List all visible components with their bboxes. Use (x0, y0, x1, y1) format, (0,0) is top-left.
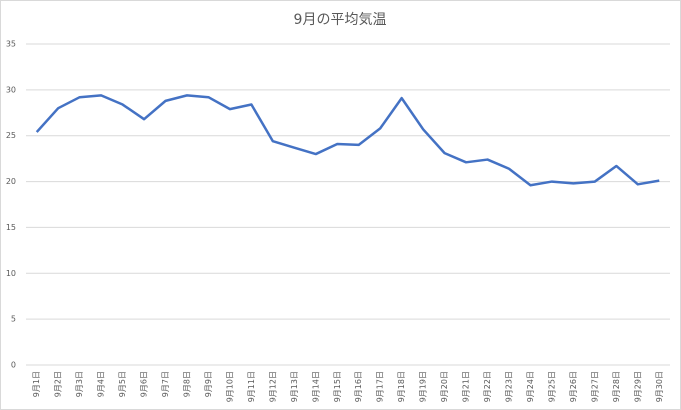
x-tick-label: 9月16日 (354, 371, 363, 402)
x-tick-label: 9月22日 (483, 371, 492, 402)
x-tick-label: 9月11日 (247, 371, 256, 402)
x-tick-label: 9月23日 (505, 371, 514, 402)
y-tick-label: 10 (6, 269, 16, 278)
x-tick-label: 9月4日 (97, 371, 106, 397)
x-tick-label: 9月30日 (655, 371, 664, 402)
x-tick-label: 9月6日 (140, 371, 149, 397)
x-tick-label: 9月9日 (204, 371, 213, 397)
line (35, 94, 660, 187)
y-tick-label: 25 (6, 131, 16, 140)
x-tick-label: 9月17日 (376, 371, 385, 402)
x-tick-label: 9月1日 (32, 371, 41, 397)
x-tick-label: 9月12日 (268, 371, 277, 402)
x-tick-label: 9月5日 (118, 371, 127, 397)
y-tick-label: 0 (11, 361, 16, 370)
x-tick-label: 9月21日 (462, 371, 471, 402)
x-tick-label: 9月2日 (54, 371, 63, 397)
y-tick-label: 35 (6, 40, 16, 49)
x-tick-label: 9月8日 (183, 371, 192, 397)
x-tick-label: 9月26日 (569, 371, 578, 402)
x-tick-label: 9月13日 (290, 371, 299, 402)
y-tick-label: 5 (11, 315, 16, 324)
y-tick-label: 15 (6, 223, 16, 232)
x-tick-label: 9月10日 (225, 371, 234, 402)
x-tick-label: 9月19日 (419, 371, 428, 402)
x-tick-label: 9月24日 (526, 371, 535, 402)
y-tick-label: 30 (6, 85, 16, 94)
x-tick-label: 9月29日 (633, 371, 642, 402)
x-tick-label: 9月18日 (397, 371, 406, 402)
x-tick-label: 9月25日 (547, 371, 556, 402)
x-tick-label: 9月20日 (440, 371, 449, 402)
x-tick-label: 9月7日 (161, 371, 170, 397)
x-tick-label: 9月3日 (75, 371, 84, 397)
x-tick-label: 9月28日 (612, 371, 621, 402)
x-tick-label: 9月15日 (333, 371, 342, 402)
y-tick-label: 20 (6, 177, 16, 186)
chart-title: 9月の平均気温 (294, 12, 387, 28)
x-tick-label: 9月27日 (590, 371, 599, 402)
x-tick-label: 9月14日 (311, 371, 320, 402)
